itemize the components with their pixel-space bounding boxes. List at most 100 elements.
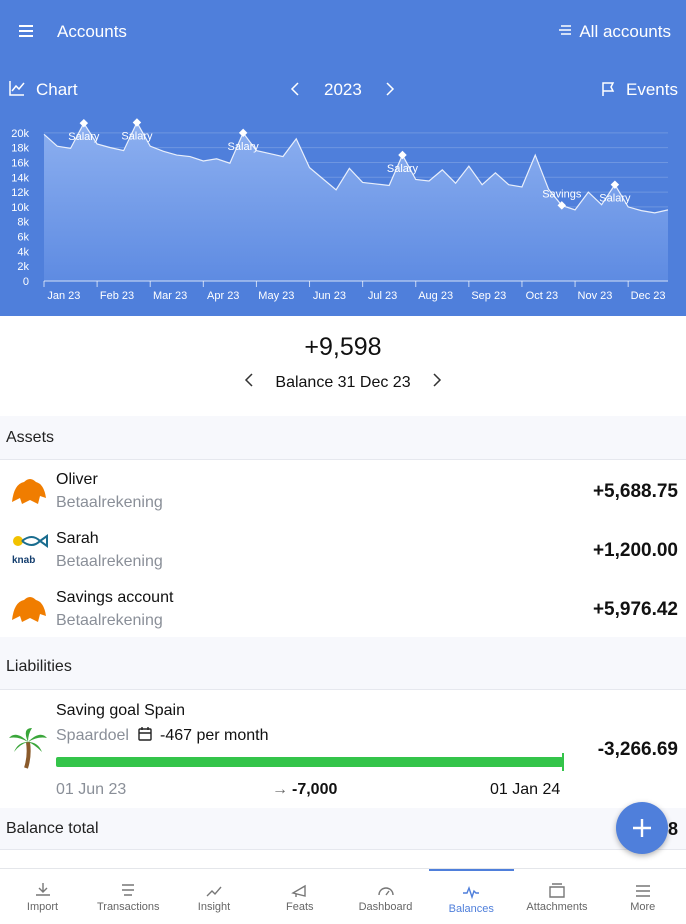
y-tick-label: 20k (11, 128, 29, 140)
x-tick-label: Jul 23 (368, 290, 397, 302)
nav-label: Balances (448, 903, 494, 915)
nav-item[interactable]: Dashboard (343, 869, 428, 924)
event-marker (398, 150, 407, 160)
goal-schedule: -467 per month (160, 727, 269, 744)
add-button[interactable] (616, 802, 668, 854)
nav-item[interactable]: More (600, 869, 685, 924)
nav-label: Transactions (96, 901, 160, 913)
title: Accounts (57, 22, 127, 41)
event-label: Salary (387, 163, 419, 175)
x-tick-label: Apr 23 (207, 290, 239, 302)
event-marker (238, 128, 248, 138)
goal-end: 01 Jan 24 (490, 781, 561, 798)
knab-logo: knab (12, 534, 48, 566)
nav-label: Feats (285, 901, 314, 913)
icon-shape (377, 887, 394, 896)
event-label: Salary (599, 193, 631, 205)
account-type: Betaalrekening (56, 553, 163, 570)
prev-date[interactable] (244, 372, 254, 388)
events[interactable]: Events (626, 80, 678, 99)
nav-label: Insight (197, 901, 231, 913)
lion (12, 479, 46, 504)
nav-label: More (630, 901, 656, 913)
account-row[interactable]: knab Sarah Betaalrekening +1,200.00 (0, 519, 686, 578)
y-tick-label: 10k (11, 202, 29, 214)
account-amount: +5,976.42 (592, 599, 678, 620)
lion-logo (12, 479, 46, 504)
goal-progress (56, 757, 563, 767)
nav-label: Import (26, 901, 59, 913)
y-tick-label: 8k (17, 217, 29, 229)
x-tick-label: Nov 23 (578, 290, 613, 302)
bottom-nav: Import Transactions Insight Feats Dashboard B… (0, 868, 686, 924)
nav-item[interactable]: Transactions (86, 869, 171, 924)
nav-icon (549, 883, 565, 898)
balance-date: Balance 31 Dec 23 (275, 374, 411, 391)
event-marker (79, 118, 89, 128)
x-tick-label: Oct 23 (526, 290, 558, 302)
lion (12, 597, 46, 622)
account-row[interactable]: Savings account Betaalrekening +5,976.42 (0, 578, 686, 637)
event-marker (610, 180, 620, 189)
nav-icon (290, 884, 306, 897)
y-tick-label: 12k (11, 187, 29, 199)
nav-icon (206, 886, 222, 897)
x-tick-label: Dec 23 (631, 290, 666, 302)
prev-year[interactable] (290, 81, 300, 97)
y-tick-label: 6k (17, 232, 29, 244)
filter-icon (559, 25, 571, 35)
next-date[interactable] (432, 372, 442, 388)
icon-shape (463, 885, 480, 900)
nav-item[interactable]: Balances (428, 869, 514, 924)
balance-amount: +9,598 (304, 333, 382, 361)
nav-icon (463, 885, 480, 900)
nav-item[interactable]: Insight (172, 869, 257, 924)
goal-start: 01 Jun 23 (56, 781, 127, 798)
event-label: Savings (542, 188, 582, 200)
nav-label: Dashboard (358, 901, 413, 913)
icon-shape (35, 883, 50, 896)
x-tick-label: May 23 (258, 290, 294, 302)
x-tick-label: Mar 23 (153, 290, 187, 302)
icon-shape (290, 884, 306, 897)
area (44, 122, 668, 281)
account-name: Savings account (56, 589, 174, 606)
goal-type: Spaardoel (56, 727, 129, 744)
account-type: Betaalrekening (56, 494, 163, 511)
y-tick-label: 18k (11, 143, 29, 155)
palm-icon (9, 728, 47, 769)
schedule-icon (138, 727, 152, 741)
goal-row[interactable]: Saving goal Spain Spaardoel -467 per mon… (0, 690, 686, 808)
logo-fish (21, 534, 48, 548)
liabilities-header: Liabilities (0, 637, 686, 690)
nav-item[interactable]: Import (0, 869, 85, 924)
nav-icon (122, 884, 135, 896)
x-tick-label: Aug 23 (418, 290, 453, 302)
next-year[interactable] (385, 81, 395, 97)
nav-item[interactable]: Feats (257, 869, 342, 924)
y-tick-label: 14k (11, 172, 29, 184)
balance: +9,598 Balance 31 Dec 23 (0, 316, 686, 392)
logo-dot (13, 536, 23, 546)
y-tick-label: 16k (11, 157, 29, 169)
events-icon (602, 82, 615, 96)
account-name: Oliver (56, 471, 98, 488)
account-amount: +1,200.00 (592, 540, 678, 561)
account-row[interactable]: Oliver Betaalrekening +5,688.75 (0, 460, 686, 519)
menu-icon[interactable] (19, 24, 33, 38)
account-filter[interactable]: All accounts (579, 22, 671, 41)
nav-icon (635, 885, 650, 897)
goal-amount: -3,266.69 (597, 739, 678, 760)
nav-item[interactable]: Attachments (515, 869, 600, 924)
arrow: → (272, 781, 288, 798)
logo-text: knab (12, 555, 35, 566)
icon-shape (635, 885, 650, 897)
assets-header: Assets (0, 416, 686, 460)
account-name: Sarah (56, 530, 99, 547)
icon-shape (549, 883, 565, 898)
event-label: Salary (121, 130, 153, 142)
event-label: Salary (68, 131, 100, 143)
icon-shape (206, 886, 222, 897)
y-tick-label: 0 (23, 276, 29, 288)
chart-toggle[interactable]: Chart (36, 80, 78, 99)
